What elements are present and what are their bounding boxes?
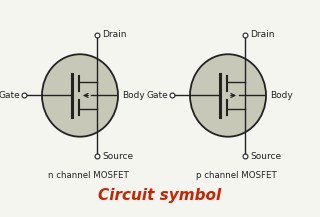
Text: n channel MOSFET: n channel MOSFET [48,171,128,180]
Text: p channel MOSFET: p channel MOSFET [196,171,276,180]
Circle shape [190,54,266,137]
Text: Source: Source [102,152,133,161]
Text: Source: Source [250,152,281,161]
Text: Circuit symbol: Circuit symbol [98,188,222,203]
Text: Body: Body [122,91,145,100]
Text: Body: Body [270,91,293,100]
Text: Gate: Gate [146,91,168,100]
Text: Drain: Drain [250,30,275,39]
Circle shape [42,54,118,137]
Text: Gate: Gate [0,91,20,100]
Text: Drain: Drain [102,30,126,39]
